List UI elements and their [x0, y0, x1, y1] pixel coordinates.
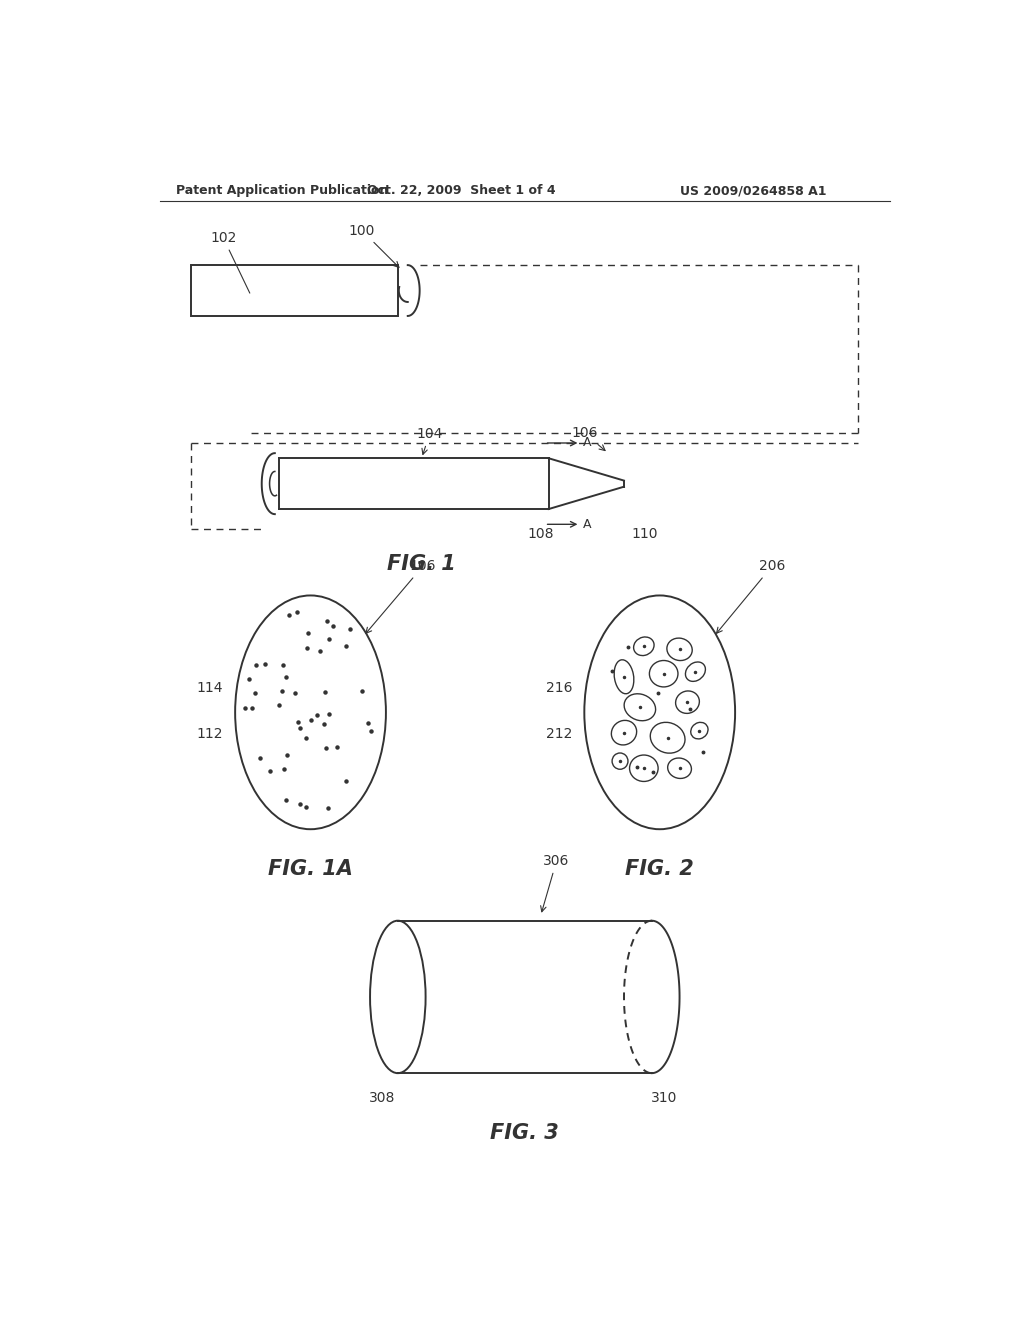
Text: US 2009/0264858 A1: US 2009/0264858 A1 [680, 185, 826, 198]
Text: 110: 110 [632, 527, 658, 540]
Text: 216: 216 [546, 681, 572, 696]
Text: 112: 112 [197, 727, 223, 741]
Text: A: A [583, 517, 591, 531]
Text: 114: 114 [197, 681, 223, 696]
Text: 108: 108 [527, 527, 554, 540]
Text: 100: 100 [349, 223, 399, 268]
Text: 106: 106 [366, 560, 436, 634]
Text: 102: 102 [210, 231, 250, 293]
Text: 310: 310 [650, 1090, 677, 1105]
Text: Patent Application Publication: Patent Application Publication [176, 185, 388, 198]
Text: A: A [583, 437, 591, 450]
Text: 308: 308 [369, 1090, 395, 1105]
Text: Oct. 22, 2009  Sheet 1 of 4: Oct. 22, 2009 Sheet 1 of 4 [367, 185, 556, 198]
Text: FIG. 2: FIG. 2 [626, 859, 694, 879]
Text: 212: 212 [546, 727, 572, 741]
Text: 104: 104 [417, 426, 442, 454]
Text: FIG. 3: FIG. 3 [490, 1123, 559, 1143]
Text: 306: 306 [541, 854, 569, 912]
Text: FIG. 1: FIG. 1 [387, 554, 456, 574]
Bar [191, 265, 397, 315]
Text: 106: 106 [571, 426, 605, 450]
Text: FIG. 1A: FIG. 1A [268, 859, 353, 879]
Text: 206: 206 [717, 560, 785, 634]
